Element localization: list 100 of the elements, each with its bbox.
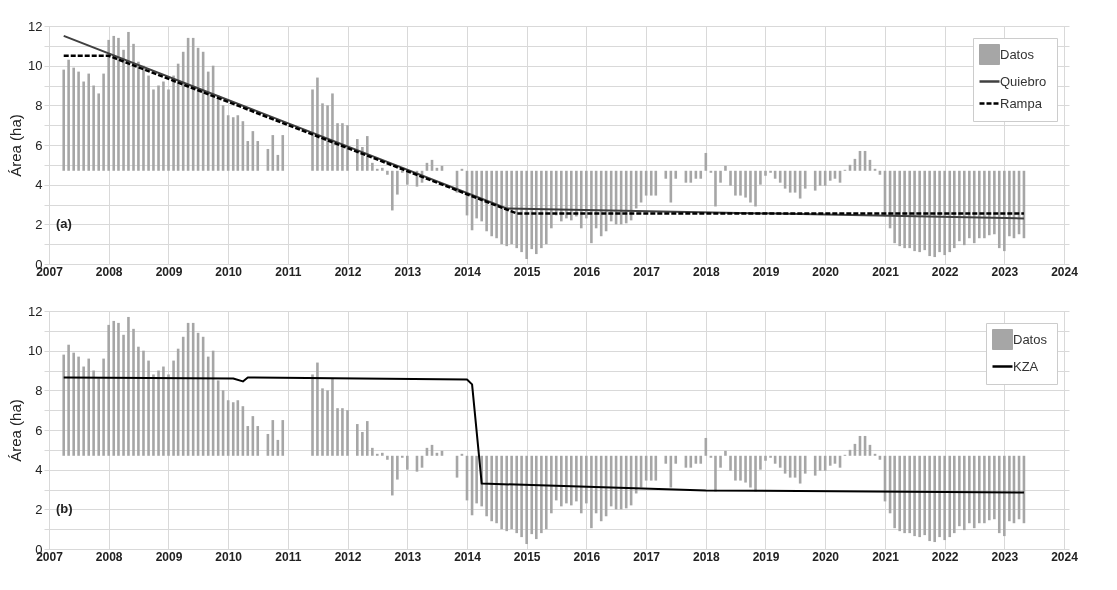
bar — [365, 421, 369, 456]
bar — [326, 390, 329, 456]
bar — [127, 316, 130, 456]
bar — [316, 77, 319, 171]
bar — [993, 455, 996, 520]
bar — [590, 455, 593, 529]
bar — [62, 354, 66, 456]
bar — [734, 455, 737, 481]
x-tick-label: 2010 — [215, 549, 243, 564]
bar — [535, 170, 538, 255]
bar — [624, 170, 628, 224]
bar — [903, 455, 906, 534]
bar — [490, 455, 493, 522]
bar — [515, 455, 518, 534]
bar — [554, 455, 558, 501]
x-tick-label: 2008 — [95, 264, 123, 279]
bar — [167, 374, 170, 456]
y-tick-label: 2 — [35, 216, 43, 232]
bar — [560, 170, 563, 222]
bar — [674, 170, 678, 179]
bar — [346, 410, 349, 456]
bar — [958, 455, 961, 527]
bar — [948, 455, 952, 538]
bar — [515, 170, 518, 249]
x-tick-label: 2019 — [752, 264, 780, 279]
bar — [778, 455, 782, 468]
x-tick-label: 2019 — [752, 549, 780, 564]
bar — [311, 374, 314, 456]
bar — [764, 455, 767, 461]
bar — [624, 455, 628, 509]
bar — [361, 431, 364, 456]
bar — [67, 59, 70, 171]
bar — [664, 455, 668, 464]
bar — [122, 334, 125, 456]
bar — [525, 170, 528, 260]
bar — [326, 105, 329, 171]
y-tick-label: 8 — [35, 382, 43, 398]
bar — [147, 75, 150, 171]
bar — [983, 170, 986, 239]
bar — [898, 170, 902, 247]
bar — [490, 170, 493, 237]
bar — [505, 170, 509, 247]
bar — [520, 455, 523, 538]
bar — [689, 455, 693, 468]
bar — [729, 170, 732, 186]
bar — [565, 170, 568, 219]
bar — [544, 170, 548, 245]
bar — [1008, 170, 1011, 237]
bar — [968, 170, 971, 239]
bar — [271, 135, 275, 171]
bar — [525, 455, 528, 545]
bar — [206, 356, 210, 456]
bar — [341, 123, 344, 171]
bar — [157, 370, 160, 456]
bar — [107, 324, 110, 456]
bar — [923, 170, 927, 251]
bar — [972, 455, 976, 529]
bar — [754, 455, 757, 492]
bar — [505, 455, 509, 532]
bar — [689, 170, 693, 183]
bar — [962, 170, 966, 246]
bar — [953, 455, 956, 534]
x-tick-label: 2016 — [573, 549, 601, 564]
bar — [987, 455, 991, 521]
y-tick-label: 12 — [28, 303, 43, 319]
bar — [550, 455, 553, 514]
legend-label: Datos — [1013, 331, 1048, 347]
bar — [908, 455, 911, 534]
bar — [739, 455, 742, 481]
bar — [649, 455, 653, 481]
bar — [958, 170, 961, 242]
legend-label: KZA — [1013, 358, 1039, 374]
x-tick-label: 2024 — [1051, 549, 1079, 564]
bar — [913, 455, 916, 537]
bar — [117, 37, 120, 171]
y-tick-label: 4 — [35, 462, 43, 478]
bar — [908, 170, 911, 249]
y-tick-label: 6 — [35, 422, 43, 438]
bar — [948, 170, 952, 253]
bar — [311, 89, 314, 171]
bar — [510, 455, 513, 530]
bar — [381, 452, 384, 456]
bar — [102, 358, 105, 456]
bar — [281, 420, 285, 456]
bar — [649, 170, 653, 196]
bar — [928, 170, 931, 257]
bar — [903, 170, 906, 249]
bar — [321, 388, 324, 456]
bar — [938, 170, 941, 253]
bar — [898, 455, 902, 532]
bar — [554, 170, 558, 216]
bar — [386, 455, 389, 460]
bar — [579, 170, 583, 229]
bar — [172, 75, 175, 171]
bar — [67, 344, 70, 456]
y-tick-label: 8 — [35, 97, 43, 113]
bar — [346, 125, 349, 171]
bar — [585, 170, 588, 219]
bar — [828, 455, 832, 466]
bar — [664, 170, 668, 179]
